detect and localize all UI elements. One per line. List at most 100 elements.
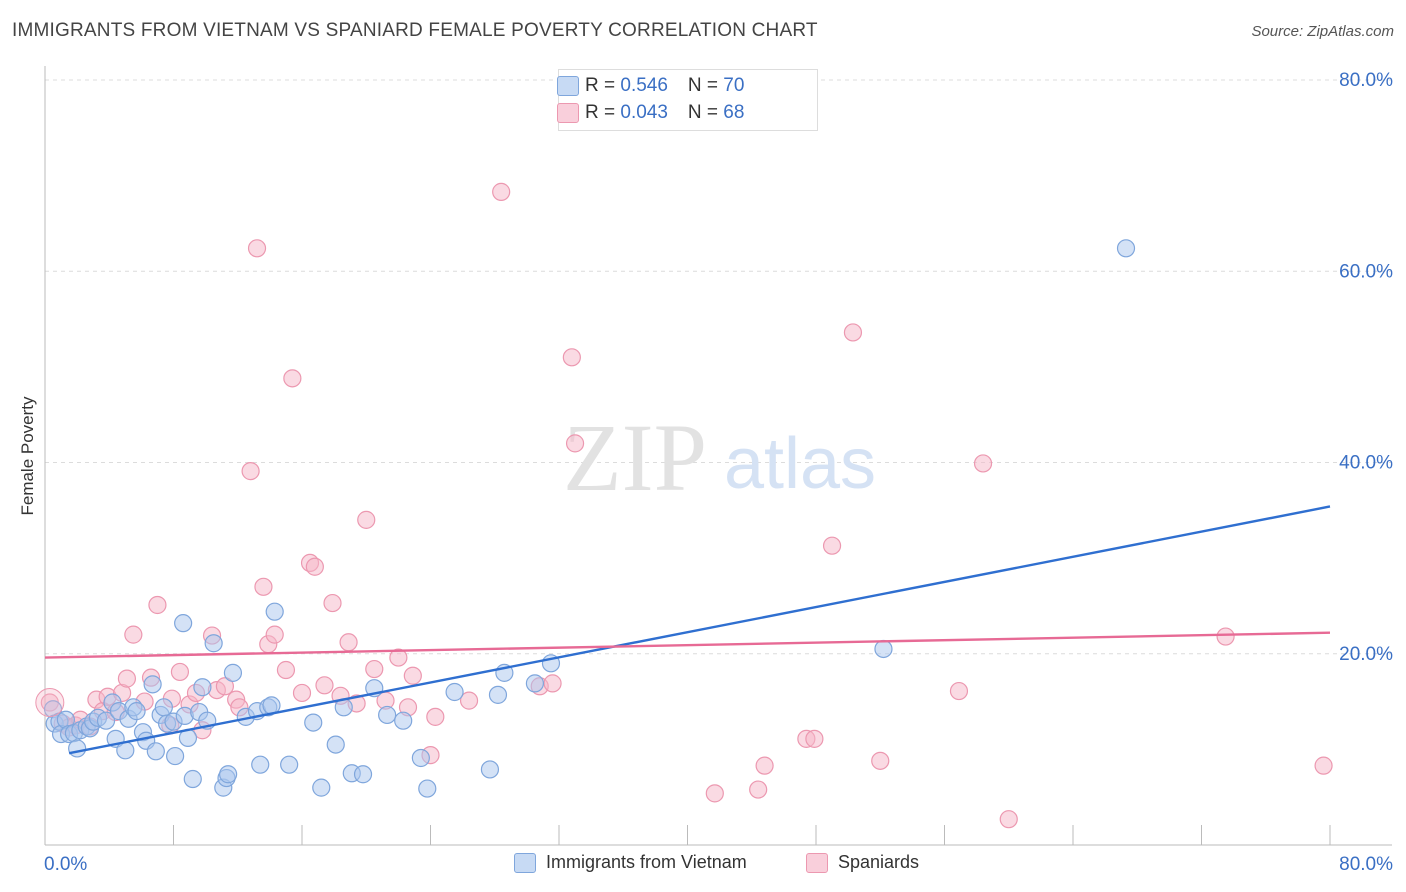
point-spaniards [389, 648, 408, 667]
point-spaniards [1216, 627, 1235, 646]
point-vietnam [312, 778, 331, 797]
point-vietnam [445, 682, 464, 702]
point-spaniards [492, 182, 511, 201]
r-value-spaniards: 0.043 [620, 102, 668, 123]
point-vietnam [204, 634, 223, 653]
swatch-spaniards [557, 103, 579, 123]
y-tick-label: 80.0% [1339, 70, 1393, 91]
point-vietnam [146, 742, 165, 761]
source-credit: Source: ZipAtlas.com [1251, 23, 1394, 40]
point-spaniards [562, 348, 581, 367]
point-vietnam [166, 746, 185, 766]
point-vietnam [480, 760, 500, 779]
point-spaniards [805, 729, 824, 748]
stats-row-vietnam: R = 0.546 N = 70 [557, 74, 745, 98]
point-spaniards [305, 557, 324, 576]
point-vietnam [183, 769, 202, 789]
point-spaniards [276, 660, 296, 680]
point-spaniards [459, 691, 479, 710]
point-vietnam [353, 765, 373, 784]
point-vietnam [251, 755, 270, 774]
legend-swatch-vietnam [514, 852, 536, 873]
point-vietnam [127, 702, 146, 721]
point-vietnam [304, 713, 323, 732]
trend-line-spaniards [44, 631, 1331, 659]
point-spaniards [292, 683, 312, 703]
point-spaniards [871, 751, 890, 770]
point-vietnam [154, 698, 173, 717]
point-spaniards [247, 239, 267, 258]
r-label: R = [585, 75, 621, 96]
point-spaniards [973, 454, 993, 473]
point-vietnam [68, 739, 87, 758]
point-vietnam [174, 614, 193, 633]
point-spaniards [241, 462, 260, 481]
point-spaniards [1314, 756, 1333, 775]
point-spaniards [124, 625, 143, 644]
legend-item-spaniards[interactable]: Spaniards [806, 852, 919, 873]
swatch-vietnam [557, 76, 579, 96]
point-spaniards [565, 434, 585, 453]
point-vietnam [394, 711, 413, 730]
point-spaniards [215, 677, 234, 696]
legend-label-spaniards: Spaniards [838, 852, 920, 872]
stats-legend: R = 0.546 N = 70 R = 0.043 N = 68 [557, 69, 818, 131]
point-vietnam [378, 705, 397, 725]
watermark-zip: ZIP [563, 404, 707, 511]
point-spaniards [265, 625, 284, 644]
point-vietnam [411, 748, 430, 768]
point-spaniards [117, 669, 137, 688]
point-vietnam [525, 674, 545, 693]
point-vietnam [326, 735, 345, 754]
tick-labels: 20.0% 40.0% 60.0% 80.0% 0.0% 80.0% [44, 70, 1393, 875]
point-vietnam [143, 675, 162, 694]
r-value-vietnam: 0.546 [620, 75, 668, 96]
point-spaniards [339, 633, 358, 652]
point-spaniards [999, 810, 1018, 829]
point-vietnam [96, 711, 116, 730]
point-spaniards [543, 674, 562, 693]
n-value-spaniards: 68 [723, 102, 745, 123]
point-vietnam [280, 755, 299, 774]
n-label: N = [687, 75, 724, 96]
stats-row-spaniards: R = 0.043 N = 68 [557, 101, 745, 125]
point-spaniards [148, 595, 167, 615]
legend-swatch-spaniards [806, 852, 828, 873]
point-spaniards [365, 659, 384, 679]
n-value-vietnam: 70 [723, 75, 745, 96]
x-tick-label: 0.0% [44, 854, 87, 875]
point-spaniards [254, 577, 273, 596]
trend-lines [44, 505, 1331, 755]
point-vietnam [265, 602, 284, 621]
point-spaniards [283, 369, 302, 388]
point-spaniards [403, 666, 422, 685]
point-spaniards [315, 676, 334, 695]
point-vietnam [223, 663, 243, 682]
legend-item-vietnam[interactable]: Immigrants from Vietnam [514, 852, 747, 873]
point-vietnam [488, 685, 508, 704]
point-vietnam [1116, 239, 1136, 258]
point-spaniards [35, 688, 65, 718]
x-tick-label: 80.0% [1339, 854, 1393, 875]
gridlines [45, 79, 1392, 655]
n-label: N = [687, 102, 724, 123]
point-spaniards [170, 662, 190, 682]
point-spaniards [357, 510, 376, 529]
point-vietnam [874, 639, 893, 659]
y-tick-label: 60.0% [1339, 261, 1393, 282]
point-spaniards [705, 784, 724, 803]
r-label: R = [585, 102, 621, 123]
legend-label-vietnam: Immigrants from Vietnam [546, 852, 747, 872]
axes [44, 66, 1392, 846]
point-vietnam [219, 765, 238, 784]
point-spaniards [843, 323, 863, 342]
point-spaniards [755, 756, 774, 775]
point-spaniards [822, 536, 842, 555]
point-spaniards [323, 593, 342, 613]
point-vietnam [418, 779, 437, 798]
point-spaniards [426, 707, 445, 726]
chart-title: IMMIGRANTS FROM VIETNAM VS SPANIARD FEMA… [12, 20, 818, 41]
y-tick-label: 20.0% [1339, 644, 1393, 665]
point-vietnam [193, 678, 212, 697]
